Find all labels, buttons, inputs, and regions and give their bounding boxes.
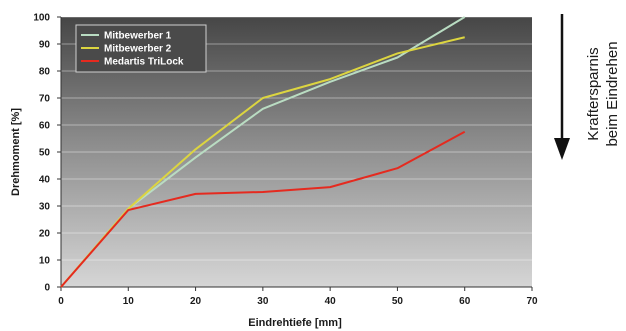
x-tick-label: 70: [526, 296, 538, 307]
series-line-medartis-trilock: [60, 130, 466, 288]
y-tick-label: 30: [39, 202, 51, 213]
side-note-line2: beim Eindrehen: [604, 41, 621, 146]
x-tick-label: 0: [58, 296, 64, 307]
y-tick-label: 60: [39, 121, 51, 132]
x-tick-label: 30: [257, 296, 269, 307]
x-tick-label: 40: [325, 296, 337, 307]
x-tick-label: 50: [392, 296, 404, 307]
y-tick-label: 80: [39, 67, 51, 78]
side-note: Kraftersparnis beim Eindrehen: [554, 14, 621, 160]
y-tick-label: 40: [39, 175, 51, 186]
x-tick-label: 10: [123, 296, 135, 307]
y-tick-label: 50: [39, 148, 51, 159]
y-tick-label: 100: [33, 13, 50, 24]
series-lines: [60, 16, 466, 288]
x-axis-ticks: 0 10 20 30 40 50 60 70: [58, 287, 538, 307]
x-tick-label: 20: [190, 296, 202, 307]
y-axis-ticks: 0 10 20 30 40 50 60 70 80 90 100: [33, 13, 61, 294]
x-tick-label: 60: [459, 296, 471, 307]
legend-label: Medartis TriLock: [104, 57, 184, 68]
series-line-mitbewerber-2: [60, 36, 465, 288]
side-note-line1: Kraftersparnis: [585, 47, 602, 140]
legend-label: Mitbewerber 2: [104, 44, 172, 55]
y-axis-title: Drehmoment [%]: [10, 108, 22, 196]
legend: Mitbewerber 1 Mitbewerber 2 Medartis TriLo…: [75, 24, 207, 73]
x-axis-title: Eindrehtiefe [mm]: [248, 317, 342, 329]
y-tick-label: 10: [39, 256, 51, 267]
y-tick-label: 20: [39, 229, 51, 240]
y-tick-label: 70: [39, 94, 51, 105]
down-arrow-head: [554, 138, 570, 160]
y-tick-label: 90: [39, 40, 51, 51]
legend-label: Mitbewerber 1: [104, 31, 172, 42]
y-tick-label: 0: [44, 283, 50, 294]
